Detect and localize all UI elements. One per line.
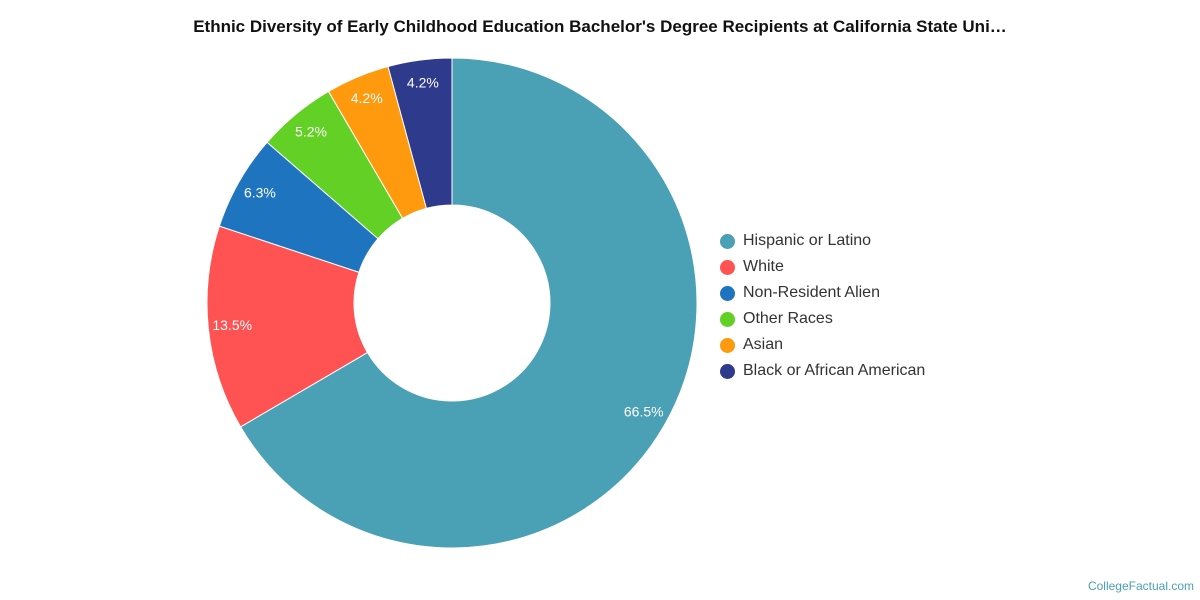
- data-label: 66.5%: [624, 404, 664, 420]
- legend-item[interactable]: Black or African American: [720, 358, 925, 384]
- legend-item[interactable]: Other Races: [720, 306, 925, 332]
- data-label: 4.2%: [407, 75, 439, 91]
- legend-label: Asian: [743, 336, 784, 353]
- legend-label: Non-Resident Alien: [743, 284, 880, 301]
- data-label: 6.3%: [244, 184, 276, 200]
- legend-swatch: [720, 233, 735, 249]
- legend-item[interactable]: White: [720, 254, 925, 280]
- data-label: 4.2%: [351, 90, 383, 106]
- legend-swatch: [720, 363, 735, 379]
- legend-label: Black or African American: [743, 362, 926, 379]
- legend-swatch: [720, 259, 735, 275]
- legend-swatch: [720, 311, 735, 327]
- legend-swatch: [720, 337, 735, 353]
- data-label: 13.5%: [212, 317, 252, 333]
- data-label: 5.2%: [295, 124, 327, 140]
- legend-item[interactable]: Non-Resident Alien: [720, 280, 925, 306]
- legend-label: White: [743, 258, 784, 275]
- slice-white[interactable]: [206, 225, 369, 428]
- legend-label: Other Races: [743, 310, 833, 327]
- chart-title: Ethnic Diversity of Early Childhood Educ…: [193, 17, 1007, 36]
- source-credit[interactable]: CollegeFactual.com: [1087, 579, 1194, 593]
- legend-label: Hispanic or Latino: [743, 232, 872, 249]
- legend-swatch: [720, 285, 735, 301]
- slice-black-or-african-american[interactable]: [387, 57, 453, 210]
- legend-item[interactable]: Asian: [720, 332, 925, 358]
- slice-hispanic-or-latino[interactable]: [239, 57, 698, 549]
- legend: Hispanic or Latino White Non-Resident Alie…: [720, 228, 925, 384]
- legend-item[interactable]: Hispanic or Latino: [720, 228, 925, 254]
